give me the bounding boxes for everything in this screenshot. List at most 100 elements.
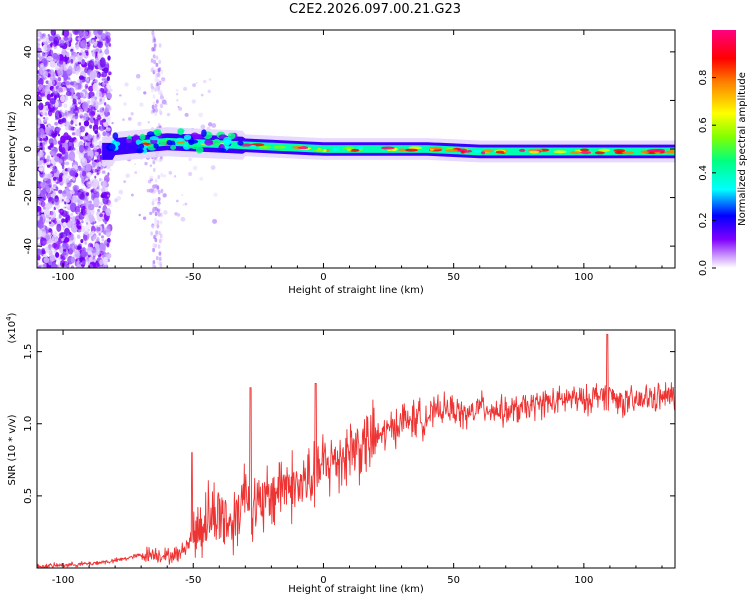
spectrogram-noise-point <box>64 206 67 209</box>
spectrogram-hotspot <box>621 151 635 155</box>
spectrogram-noise-point <box>95 191 100 199</box>
spectrogram-noise-point <box>62 252 67 256</box>
spectrogram-noise-point <box>110 89 113 92</box>
spectrogram-column-point <box>151 88 154 93</box>
spectrogram-noise-point <box>76 128 81 133</box>
snr-scale-text: (x10 <box>7 321 18 344</box>
spectrogram-hotspot <box>580 151 592 155</box>
spectrogram-column-point <box>157 260 161 265</box>
spectrogram-noise-point <box>118 94 122 97</box>
spectrogram-noise-point <box>59 60 64 65</box>
spectrogram-blob <box>194 134 204 139</box>
spectrogram-blob <box>153 128 162 137</box>
spectrogram-column-point <box>152 108 156 113</box>
snr-x-axis-title: Height of straight line (km) <box>288 584 424 595</box>
spectrogram-noise-point <box>49 60 56 68</box>
spectrogram-x-tick-label: 100 <box>574 272 593 283</box>
spectrogram-hotspot <box>258 145 272 149</box>
spectrogram-noise-point <box>37 205 42 212</box>
spectrogram-noise-point <box>42 117 46 119</box>
spectrogram-noise-point <box>77 92 84 99</box>
spectrogram-blob <box>135 148 144 154</box>
spectrogram-noise-point <box>46 156 51 163</box>
spectrogram-noise-point <box>74 44 78 49</box>
spectrogram-column-point <box>157 79 161 84</box>
spectrogram-noise-point <box>78 108 84 116</box>
spectrogram-noise-point <box>90 143 93 146</box>
spectrogram-noise-point <box>96 146 99 150</box>
snr-scale-close: ) <box>7 312 18 316</box>
spectrogram-noise-point <box>82 101 89 111</box>
spectrogram-noise-point <box>192 165 198 171</box>
spectrogram-column-point <box>150 231 153 236</box>
spectrogram-noise-point <box>122 118 125 121</box>
spectrogram-noise-point <box>73 118 78 124</box>
spectrogram-noise-point <box>95 105 99 110</box>
spectrogram-noise-point <box>103 67 109 74</box>
spectrogram-column-point <box>157 196 161 202</box>
spectrogram-column-point <box>159 103 163 108</box>
spectrogram-noise-point <box>45 105 48 109</box>
spectrogram-noise-point <box>207 89 211 94</box>
spectrogram-noise-point <box>48 35 54 42</box>
spectrogram-noise-point <box>63 248 67 252</box>
spectrogram-noise-point <box>68 243 76 253</box>
spectrogram-noise-point <box>175 93 179 96</box>
spectrogram-noise-point <box>86 100 91 104</box>
spectrogram-hotspot <box>349 148 360 152</box>
spectrogram-hotspot <box>457 148 468 152</box>
spectrogram-column-point <box>154 243 158 248</box>
spectrogram-hotspot <box>297 146 309 150</box>
spectrogram-noise-point <box>48 221 52 224</box>
spectrogram-noise-point <box>92 221 95 225</box>
spectrogram-noise-point <box>212 218 218 224</box>
spectrogram-noise-point <box>92 135 95 138</box>
spectrogram-noise-point <box>37 70 40 74</box>
spectrogram-noise-point <box>95 250 100 256</box>
spectrogram-noise-point <box>51 71 57 78</box>
spectrogram-blob <box>112 132 119 140</box>
spectrogram-noise-point <box>102 131 107 137</box>
spectrogram-noise-point <box>44 247 49 252</box>
spectrogram-noise-point <box>65 198 70 203</box>
spectrogram-x-tick-label: -50 <box>185 272 201 283</box>
spectrogram-noise-point <box>66 51 70 58</box>
spectrogram-panel: -100 -50 0 50 100 -40 -20 0 20 40 Height of strai… <box>7 29 676 296</box>
spectrogram-noise-point <box>176 213 181 217</box>
spectrogram-noise-point <box>100 73 104 78</box>
spectrogram-noise-point <box>44 43 51 52</box>
spectrogram-noise-point <box>51 263 58 268</box>
spectrogram-noise-point <box>53 139 58 145</box>
spectrogram-hotspot <box>445 149 459 153</box>
spectrogram-noise-point <box>86 171 92 178</box>
spectrogram-column-point <box>156 185 160 190</box>
spectrogram-noise-point <box>88 200 92 204</box>
spectrogram-noise-point <box>81 209 86 216</box>
spectrogram-noise-point <box>96 110 100 113</box>
spectrogram-noise-point <box>97 41 104 49</box>
spectrogram-noise-point <box>106 243 110 248</box>
spectrogram-noise-point <box>96 237 100 242</box>
spectrogram-noise-point <box>38 83 43 91</box>
spectrogram-noise-point <box>85 77 90 81</box>
spectrogram-noise-point <box>76 234 81 239</box>
spectrogram-hotspot <box>332 147 339 151</box>
spectrogram-noise-point <box>67 77 71 80</box>
spectrogram-noise-point <box>103 102 107 106</box>
spectrogram-noise-point <box>50 151 53 154</box>
spectrogram-column-point <box>155 255 159 261</box>
spectrogram-noise-point <box>65 125 70 131</box>
spectrogram-column-point <box>151 224 155 229</box>
spectrogram-noise-point <box>47 243 53 249</box>
spectrogram-noise-point <box>93 228 97 232</box>
spectrogram-noise-point <box>46 93 52 101</box>
spectrogram-noise-point <box>102 118 107 123</box>
spectrogram-noise-point <box>46 124 49 128</box>
spectrogram-noise-point <box>95 90 103 100</box>
spectrogram-noise-point <box>101 79 104 82</box>
spectrogram-noise-point <box>147 179 152 184</box>
spectrogram-noise-point <box>146 188 151 193</box>
spectrogram-noise-point <box>70 256 76 264</box>
spectrogram-noise-point <box>210 165 216 171</box>
spectrogram-noise-point <box>98 205 101 209</box>
